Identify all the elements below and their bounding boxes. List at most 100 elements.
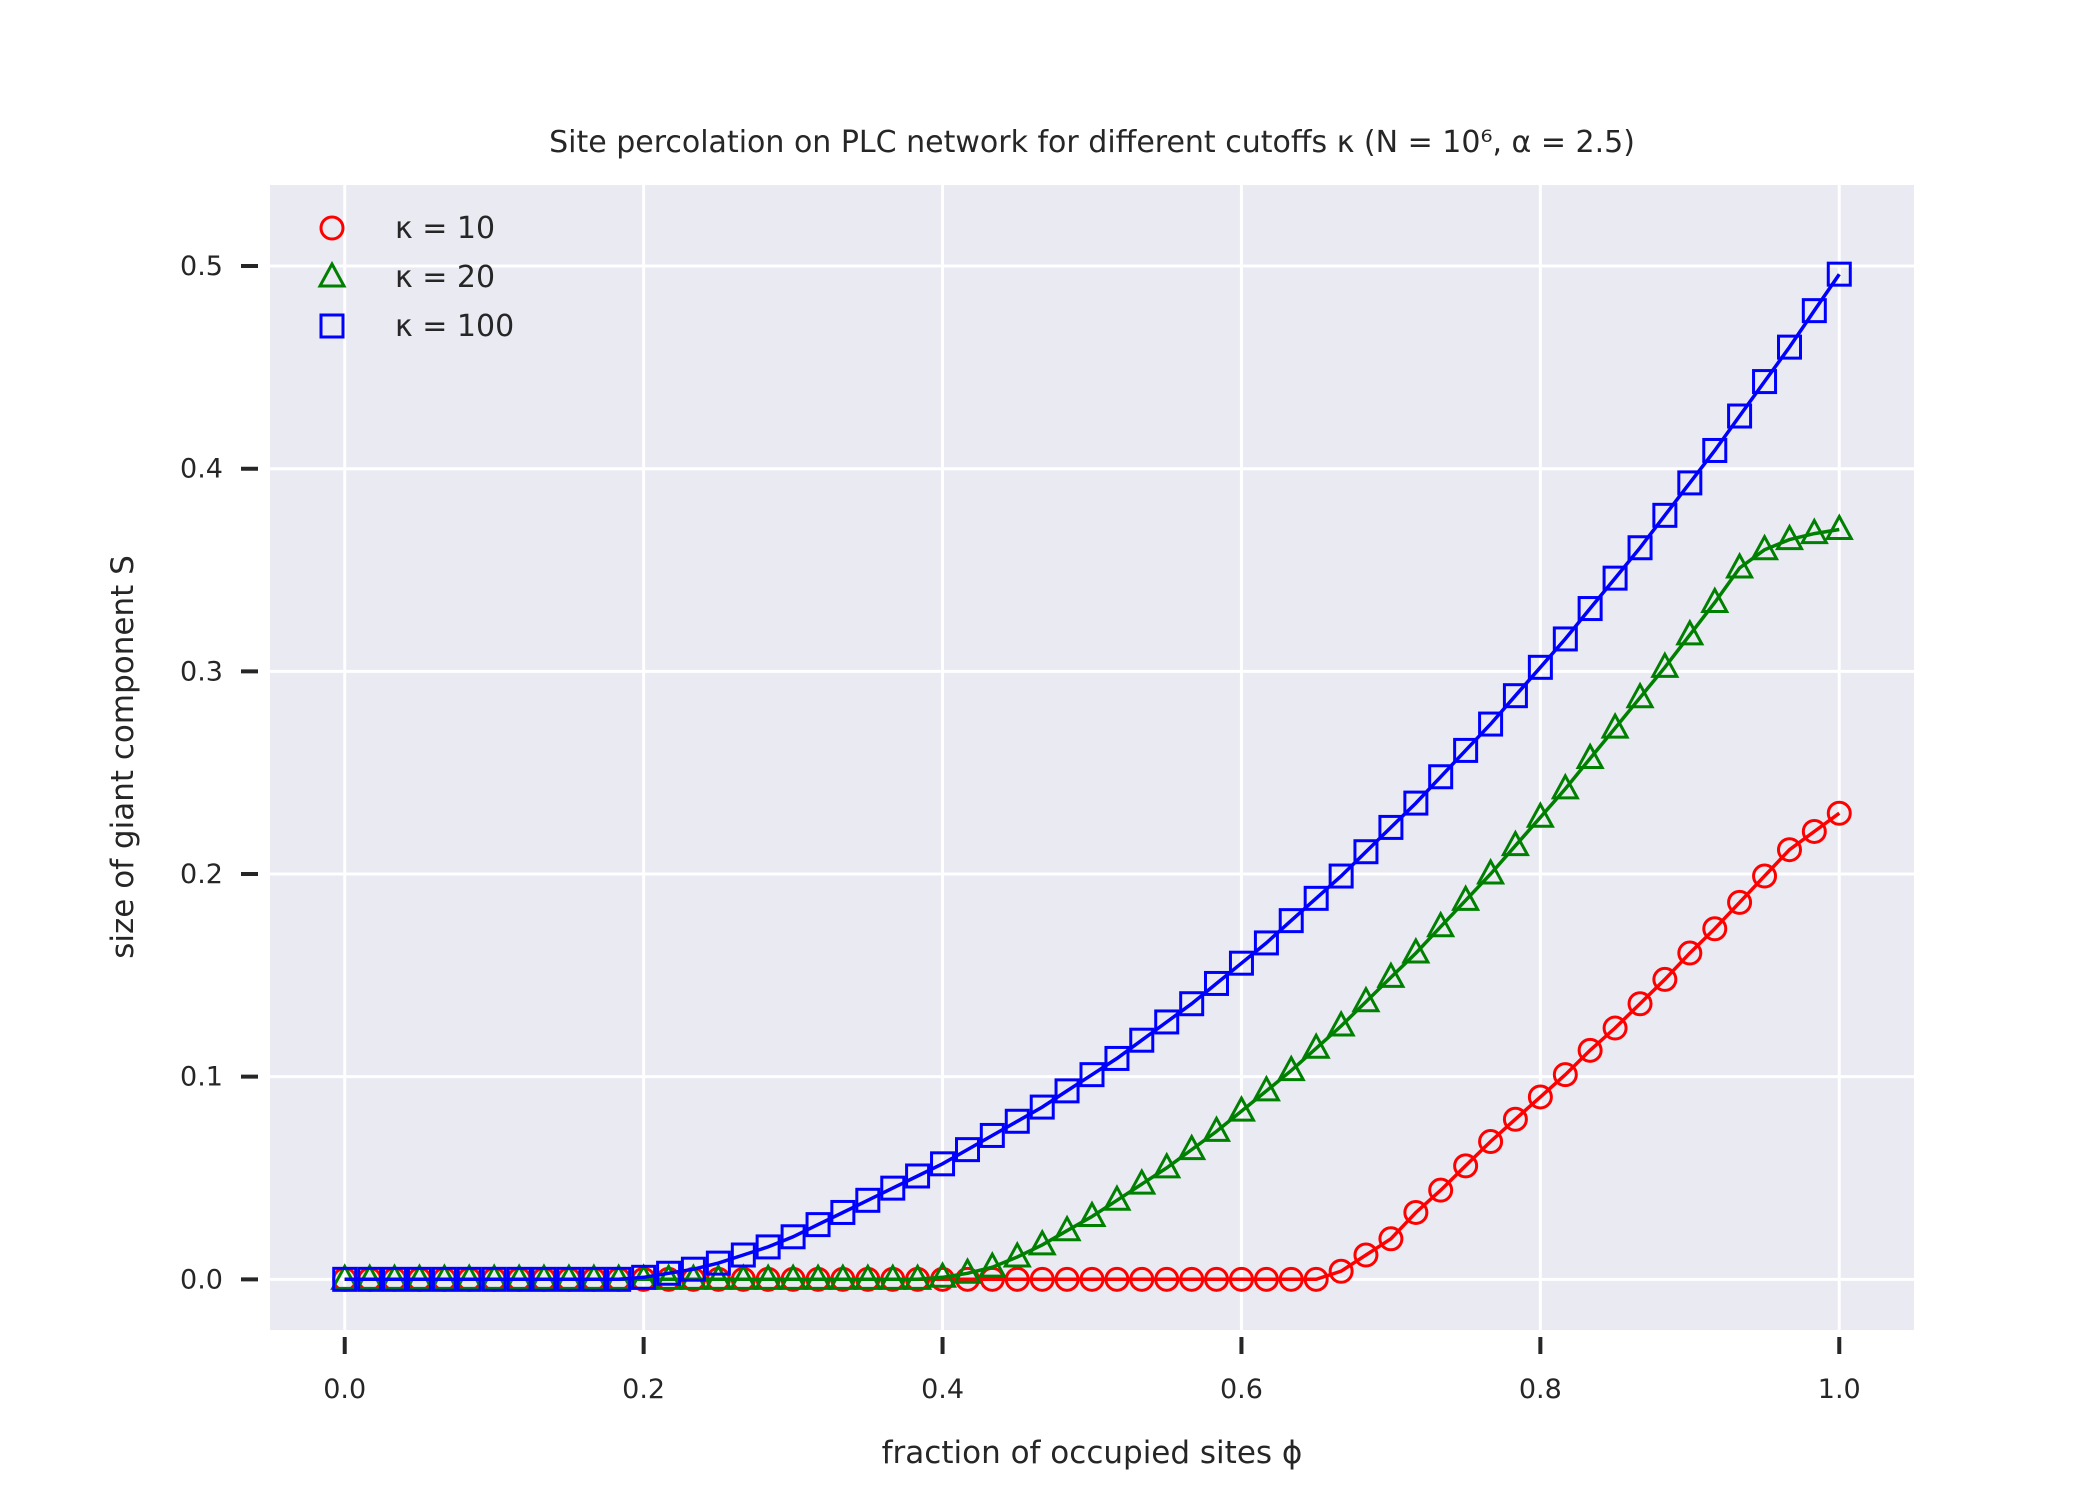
- legend-item: κ = 20: [317, 260, 495, 295]
- data-point: [1500, 829, 1530, 857]
- data-point: [454, 1263, 484, 1290]
- data-point: [1777, 837, 1803, 863]
- data-point: [753, 1263, 783, 1290]
- data-point: [680, 1256, 706, 1282]
- y-tick-label: 0.5: [180, 251, 223, 282]
- data-point: [828, 1263, 858, 1290]
- data-point: [955, 1137, 981, 1163]
- data-point: [703, 1263, 733, 1290]
- data-point: [1426, 910, 1456, 938]
- data-point: [1004, 1266, 1030, 1292]
- data-point: [1428, 1177, 1454, 1203]
- data-point: [529, 1263, 559, 1290]
- data-point: [531, 1266, 557, 1292]
- data-point: [330, 1263, 360, 1290]
- data-point: [1478, 711, 1504, 737]
- data-point: [1301, 1032, 1331, 1059]
- data-point: [1453, 1153, 1479, 1179]
- data-point: [1054, 1266, 1080, 1292]
- data-point: [979, 1122, 1005, 1148]
- data-point: [429, 1263, 459, 1290]
- data-point: [1052, 1214, 1082, 1242]
- grid: [270, 185, 1914, 1330]
- data-point: [1403, 1199, 1429, 1225]
- data-point: [755, 1234, 781, 1260]
- data-point: [1550, 772, 1580, 800]
- data-point: [379, 1263, 410, 1290]
- data-point: [581, 1266, 607, 1292]
- data-point: [1801, 298, 1827, 324]
- data-point: [1253, 1266, 1279, 1292]
- data-point: [1203, 970, 1229, 996]
- data-point: [1228, 950, 1254, 976]
- data-point: [928, 1261, 958, 1288]
- data-point: [1127, 1167, 1157, 1195]
- y-tick-label: 0.2: [180, 859, 223, 890]
- data-point: [1527, 654, 1553, 680]
- y-axis-label: size of giant component S: [105, 555, 141, 959]
- data-point: [1727, 403, 1753, 429]
- data-point: [1129, 1266, 1155, 1292]
- chart-title: Site percolation on PLC network for diff…: [549, 125, 1635, 160]
- data-point: [1102, 1184, 1132, 1211]
- data-point: [853, 1263, 883, 1290]
- data-point: [1104, 1045, 1130, 1071]
- data-point: [1376, 961, 1406, 988]
- data-point: [1079, 1266, 1105, 1292]
- data-point: [1228, 1266, 1254, 1292]
- data-point: [431, 1266, 457, 1292]
- series-line: [344, 273, 1841, 1282]
- data-point: [556, 1266, 582, 1292]
- data-point: [930, 1151, 956, 1177]
- data-point: [606, 1266, 632, 1292]
- data-point: [1077, 1200, 1107, 1228]
- data-point: [1801, 818, 1827, 844]
- data-point: [357, 1266, 383, 1292]
- data-point: [1577, 596, 1603, 622]
- data-point: [1625, 681, 1655, 709]
- data-point: [1129, 1027, 1155, 1053]
- legend-label: κ = 10: [395, 211, 495, 246]
- data-point: [1054, 1078, 1080, 1104]
- data-point: [1774, 523, 1805, 551]
- data-point: [1799, 517, 1829, 545]
- data-point: [1727, 889, 1753, 915]
- data-point: [728, 1263, 758, 1290]
- data-point: [1826, 261, 1852, 287]
- data-point: [1702, 916, 1728, 942]
- data-point: [656, 1260, 682, 1286]
- data-point: [1179, 1266, 1205, 1292]
- data-point: [805, 1212, 831, 1238]
- data-point: [705, 1250, 731, 1276]
- data-point: [332, 1266, 358, 1292]
- data-point: [678, 1263, 708, 1290]
- data-point: [1650, 651, 1680, 678]
- data-point: [1378, 814, 1404, 840]
- data-point: [479, 1263, 509, 1290]
- data-point: [1602, 1015, 1628, 1041]
- data-point: [905, 1163, 931, 1189]
- x-tick-label: 0.4: [921, 1374, 964, 1405]
- data-point: [1328, 1258, 1354, 1284]
- data-point: [1278, 1266, 1304, 1292]
- data-point: [1353, 839, 1379, 865]
- data-point: [631, 1264, 657, 1290]
- x-tick-label: 0.0: [323, 1374, 366, 1405]
- data-point: [1752, 863, 1778, 889]
- legend-marker: [317, 260, 347, 288]
- y-tick-label: 0.0: [180, 1264, 223, 1295]
- data-point: [1502, 1106, 1528, 1132]
- data-point: [1627, 535, 1653, 561]
- data-point: [1750, 533, 1780, 561]
- legend-marker: [319, 313, 345, 339]
- data-point: [1079, 1062, 1105, 1088]
- data-point: [554, 1263, 584, 1290]
- data-point: [1177, 1133, 1207, 1161]
- data-point: [1203, 1266, 1229, 1292]
- data-point: [1725, 551, 1755, 579]
- data-point: [1602, 565, 1628, 591]
- data-point: [730, 1242, 756, 1268]
- data-point: [855, 1187, 881, 1213]
- data-point: [1777, 334, 1803, 360]
